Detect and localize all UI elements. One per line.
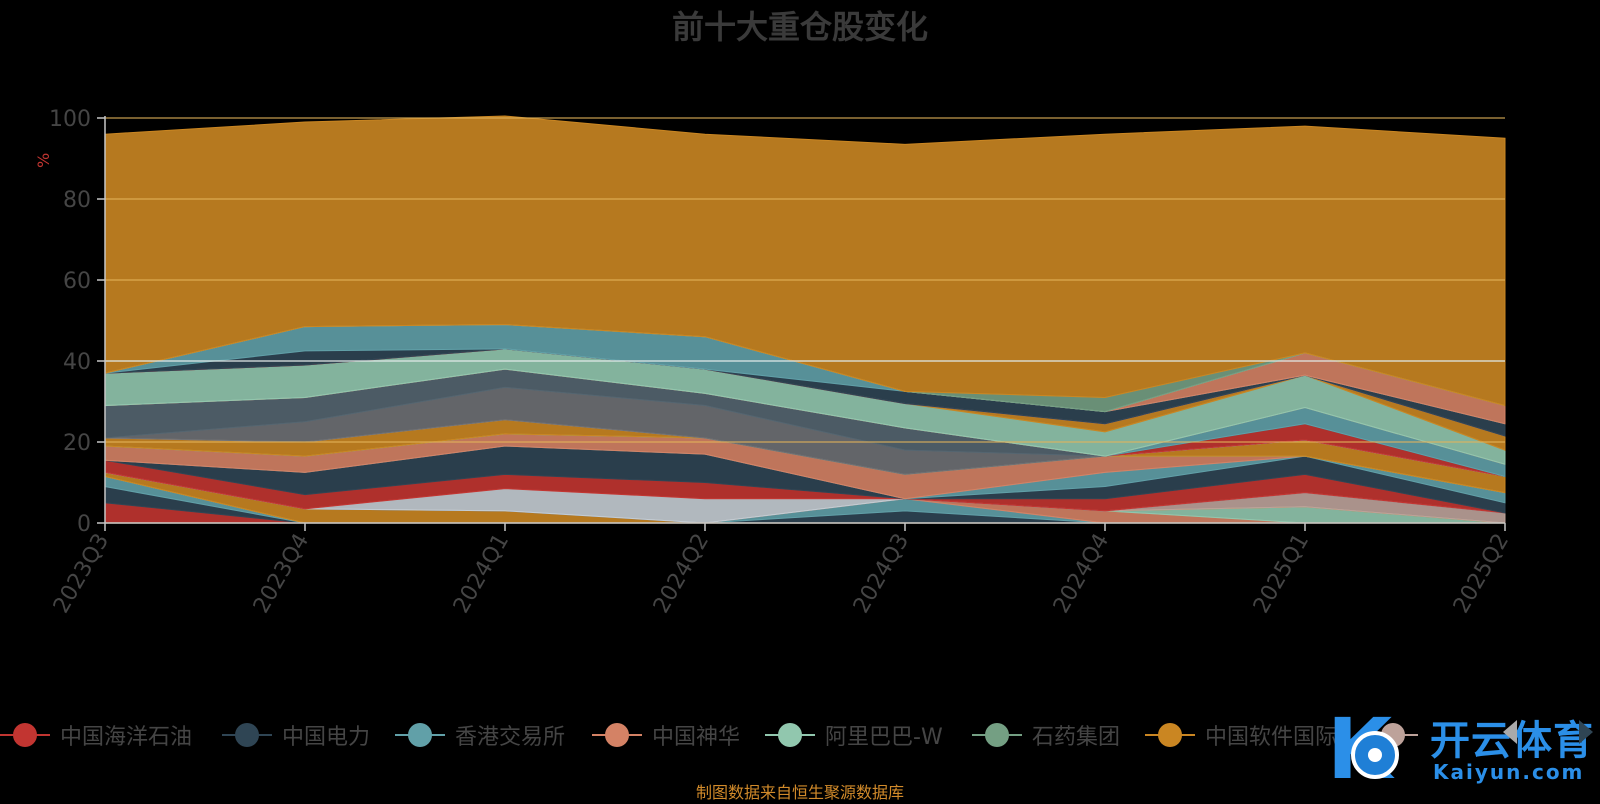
y-tick-label: 100 <box>49 107 91 132</box>
y-axis-label: % <box>34 153 53 168</box>
legend-next-icon[interactable] <box>1579 720 1593 744</box>
legend-swatch-icon <box>222 720 272 750</box>
legend-prev-icon[interactable] <box>1503 720 1517 744</box>
chart-title: 前十大重仓股变化 <box>671 8 928 46</box>
legend-swatch-icon <box>972 720 1022 750</box>
legend-swatch-icon <box>395 720 445 750</box>
legend-item[interactable]: 香港交易所 <box>395 715 565 755</box>
x-tick-label: 2024Q1 <box>449 530 514 618</box>
legend-label: 中国电力 <box>282 725 371 750</box>
chart-plot-area: 0 20 40 60 80 100% 2023Q3 2023Q4 2024Q1 2024Q2 202… <box>34 107 1514 618</box>
legend-item[interactable]: 中国海洋石油 <box>0 715 192 755</box>
x-tick-label: 2025Q2 <box>1449 530 1514 618</box>
watermark-logo: K 开云体育 Kaiyun.com <box>1315 700 1600 800</box>
legend-swatch-icon <box>0 720 50 750</box>
watermark-en: Kaiyun.com <box>1433 760 1585 784</box>
x-tick-label: 2024Q4 <box>1049 530 1114 618</box>
legend-item[interactable]: 中国电力 <box>222 715 370 755</box>
legend-swatch-icon <box>765 720 815 750</box>
y-tick-label: 60 <box>63 269 91 294</box>
legend-label: 中国软件国际 <box>1205 725 1338 750</box>
x-tick-label: 2025Q1 <box>1249 530 1314 618</box>
y-tick-label: 40 <box>63 350 91 375</box>
legend-swatch-icon <box>1145 720 1195 750</box>
legend-item[interactable]: 中国软件国际 <box>1145 715 1337 755</box>
x-tick-label: 2023Q4 <box>249 530 314 618</box>
legend-label: 阿里巴巴-W <box>825 725 943 750</box>
legend-item[interactable]: 石药集团 <box>972 715 1120 755</box>
legend-label: 中国海洋石油 <box>60 725 193 750</box>
legend-label: 香港交易所 <box>455 725 566 750</box>
x-tick-label: 2023Q3 <box>49 530 114 618</box>
y-tick-label: 20 <box>63 431 91 456</box>
y-tick-label: 0 <box>77 512 91 537</box>
legend-item[interactable]: 阿里巴巴-W <box>765 715 943 755</box>
x-tick-label: 2024Q2 <box>649 530 714 618</box>
source-note: 制图数据来自恒生聚源数据库 <box>695 783 904 802</box>
y-tick-label: 80 <box>63 188 91 213</box>
area-series-39 <box>104 115 1506 407</box>
x-tick-label: 2024Q3 <box>849 530 914 618</box>
legend-label: 中国神华 <box>652 725 741 750</box>
kaiyun-logo-icon: K <box>1327 700 1399 798</box>
legend-swatch-icon <box>592 720 642 750</box>
legend-label: 石药集团 <box>1032 725 1121 750</box>
legend-item[interactable]: 中国神华 <box>592 715 740 755</box>
